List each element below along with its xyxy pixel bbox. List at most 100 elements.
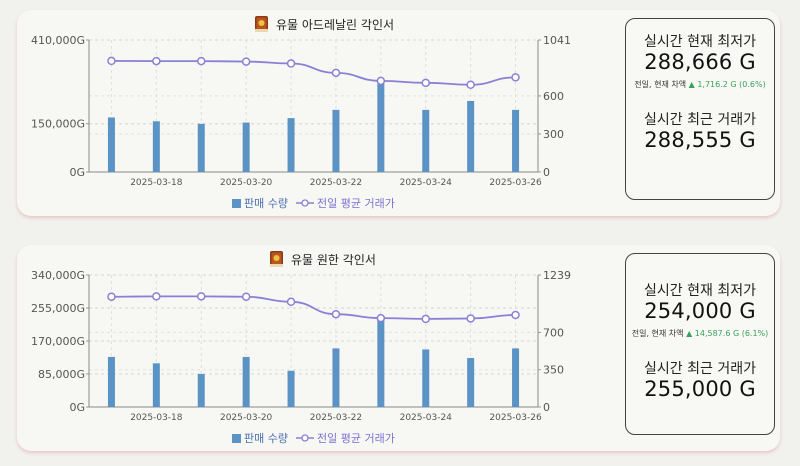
- bar-volume: [512, 348, 520, 407]
- avg-price-point: [421, 78, 430, 88]
- current-low-price: 254,000 G: [644, 299, 756, 323]
- bar-volume: [197, 123, 205, 172]
- chart-legend: 판매 수량 전일 평균 거래가: [232, 195, 395, 211]
- bar-volume: [377, 317, 385, 407]
- right-axis-tick-label: 1041: [543, 34, 571, 47]
- price-change-value: 14,587.6 G (6.1%): [694, 329, 769, 338]
- avg-price-point: [241, 292, 251, 301]
- price-info-box: 실시간 현재 최저가 288,666 G 전일, 현재 차액 ▲ 1,716.2…: [625, 18, 775, 200]
- avg-price-point: [286, 297, 296, 307]
- avg-price-line: [111, 60, 516, 86]
- legend-label-volume: 판매 수량: [244, 197, 288, 210]
- bar-volume: [152, 363, 160, 407]
- bar-volume: [422, 109, 430, 172]
- legend-label-avg-price: 전일 평균 거래가: [316, 197, 395, 210]
- bar-volume: [242, 122, 250, 172]
- x-axis-tick-label: 2025-03-22: [310, 413, 362, 423]
- current-low-price: 288,666 G: [644, 50, 756, 74]
- current-low-label: 실시간 현재 최저가: [644, 283, 756, 299]
- bar-volume: [152, 121, 160, 172]
- avg-price-point: [107, 292, 116, 301]
- bar-volume: [287, 370, 295, 407]
- bar-volume: [422, 349, 430, 407]
- price-info-box: 실시간 현재 최저가 254,000 G 전일, 현재 차액 ▲ 14,587.…: [625, 253, 775, 435]
- legend-item-avg-price[interactable]: 전일 평균 거래가: [295, 195, 395, 211]
- price-volume-chart: 0G 150,000G 410,000G 0 300 600 1041 2025-03-18 2…: [31, 34, 571, 188]
- left-axis-tick-label: 255,000G: [31, 302, 85, 315]
- chart-title: 유물 아드레날린 각인서: [252, 13, 394, 35]
- up-arrow-icon: ▲: [688, 80, 695, 89]
- legend-label-avg-price: 전일 평균 거래가: [316, 432, 395, 445]
- avg-price-point: [511, 73, 520, 82]
- x-axis-tick-label: 2025-03-26: [489, 178, 542, 188]
- avg-price-point: [331, 68, 341, 78]
- right-axis-tick-label: 300: [543, 128, 564, 141]
- legend-label-volume: 판매 수량: [244, 432, 288, 445]
- bar-volume: [512, 109, 520, 172]
- avg-price-point: [197, 56, 206, 66]
- avg-price-point: [421, 314, 430, 324]
- avg-price-point: [152, 292, 161, 301]
- left-axis-tick-label: 340,000G: [31, 269, 85, 282]
- up-arrow-icon: ▲: [686, 329, 693, 338]
- bar-volume: [287, 118, 295, 172]
- avg-price-point: [241, 57, 251, 66]
- right-axis-tick-label: 0: [543, 401, 550, 414]
- bar-volume: [242, 356, 250, 407]
- bar-swatch-icon: [232, 198, 241, 208]
- left-axis-tick-label: 410,000G: [31, 34, 85, 47]
- left-axis-tick-label: 150,000G: [31, 118, 85, 131]
- recent-trade-label: 실시간 최근 거래가: [644, 112, 756, 128]
- bar-volume: [197, 373, 205, 407]
- x-axis-tick-label: 2025-03-24: [400, 178, 453, 188]
- avg-price-point: [331, 309, 341, 319]
- bar-volume: [107, 356, 115, 407]
- chart-title-text: 유물 원한 각인서: [291, 252, 376, 267]
- bar-volume: [467, 357, 475, 407]
- x-axis-tick-label: 2025-03-20: [220, 413, 273, 423]
- right-axis-tick-label: 600: [543, 90, 564, 103]
- bar-volume: [377, 83, 385, 172]
- x-axis-tick-label: 2025-03-18: [130, 178, 183, 188]
- avg-price-point: [511, 310, 520, 320]
- recent-trade-label: 실시간 최근 거래가: [644, 361, 756, 377]
- price-change: 전일, 현재 차액 ▲ 14,587.6 G (6.1%): [626, 328, 774, 339]
- engraving-book-icon: [270, 251, 283, 267]
- left-axis-tick-label: 0G: [69, 401, 85, 414]
- avg-price-point: [376, 76, 386, 86]
- engraving-book-icon: [255, 16, 268, 32]
- bar-volume: [332, 348, 340, 407]
- chart-title-text: 유물 아드레날린 각인서: [276, 17, 395, 32]
- x-axis-tick-label: 2025-03-18: [130, 413, 183, 423]
- avg-price-point: [152, 56, 161, 66]
- left-axis-tick-label: 170,000G: [31, 335, 85, 348]
- left-axis-tick-label: 0G: [69, 166, 85, 179]
- avg-price-point: [107, 56, 116, 66]
- price-change-label: 전일, 현재 차액: [634, 80, 687, 89]
- right-axis-tick-label: 700: [543, 326, 564, 339]
- current-low-label: 실시간 현재 최저가: [644, 34, 756, 50]
- price-change-value: 1,716.2 G (0.6%): [697, 80, 766, 89]
- line-swatch-icon: [295, 198, 314, 208]
- chart-legend: 판매 수량 전일 평균 거래가: [232, 430, 395, 446]
- legend-item-volume[interactable]: 판매 수량: [232, 430, 288, 446]
- line-swatch-icon: [295, 433, 314, 443]
- price-change-label: 전일, 현재 차액: [631, 329, 684, 338]
- bar-swatch-icon: [232, 433, 241, 443]
- legend-item-avg-price[interactable]: 전일 평균 거래가: [295, 430, 395, 446]
- avg-price-point: [286, 59, 296, 68]
- chart-title: 유물 원한 각인서: [267, 248, 376, 270]
- bar-volume: [107, 117, 115, 172]
- x-axis-tick-label: 2025-03-22: [310, 178, 362, 188]
- right-axis-tick-label: 1239: [543, 269, 571, 282]
- bar-volume: [467, 100, 475, 172]
- avg-price-point: [466, 80, 475, 90]
- avg-price-line: [111, 295, 516, 320]
- x-axis-tick-label: 2025-03-24: [400, 413, 453, 423]
- legend-item-volume[interactable]: 판매 수량: [232, 195, 288, 211]
- recent-trade-price: 288,555 G: [644, 128, 756, 152]
- x-axis-tick-label: 2025-03-20: [220, 178, 273, 188]
- chart-card-grudge: 0G 85,000G 170,000G 255,000G 340,000G 0 350 700…: [17, 245, 780, 451]
- bar-volume: [332, 109, 340, 172]
- avg-price-point: [466, 314, 475, 323]
